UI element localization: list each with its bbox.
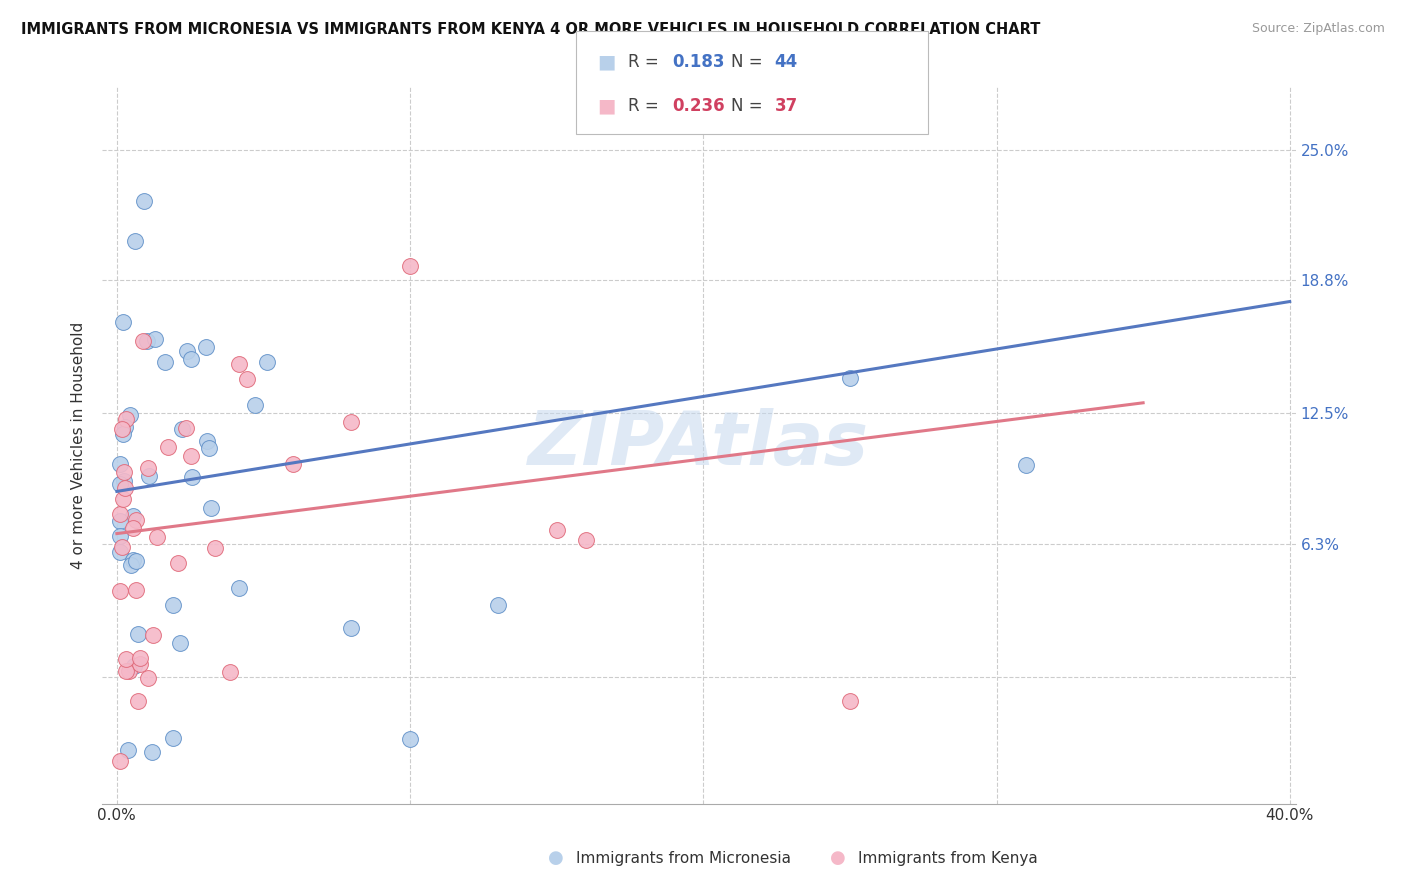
Point (153, 354, 176, 368)
Point (575, 533, 598, 547)
Point (124, 234, 146, 248)
Point (110, 477, 132, 491)
Point (486, 599, 509, 613)
Point (122, 659, 145, 673)
Point (115, 664, 138, 678)
Point (138, 469, 160, 483)
Point (136, 461, 159, 475)
Point (108, 507, 131, 521)
Text: R =: R = (628, 53, 665, 70)
Point (838, 371, 860, 385)
Text: 0.183: 0.183 (672, 53, 724, 70)
Point (127, 694, 149, 708)
Point (180, 449, 202, 463)
Point (399, 731, 422, 746)
Point (162, 598, 184, 612)
Point (108, 529, 131, 543)
Point (114, 420, 136, 434)
Point (1015, 458, 1038, 472)
Point (132, 334, 155, 348)
Point (340, 415, 363, 429)
Text: N =: N = (731, 97, 768, 115)
Point (197, 441, 219, 455)
Text: 37: 37 (775, 97, 799, 115)
Point (180, 470, 202, 484)
Point (157, 441, 180, 455)
Text: ●: ● (548, 849, 564, 867)
Point (108, 755, 131, 769)
Point (114, 412, 136, 426)
Text: ■: ■ (598, 96, 616, 115)
Point (124, 554, 146, 568)
Point (111, 422, 134, 436)
Point (122, 508, 145, 523)
Point (136, 671, 159, 685)
Point (172, 422, 194, 436)
Point (120, 408, 142, 422)
Point (228, 357, 250, 371)
Text: 0.236: 0.236 (672, 97, 724, 115)
Text: Immigrants from Kenya: Immigrants from Kenya (858, 851, 1038, 865)
Point (340, 621, 363, 635)
Point (180, 352, 202, 367)
Point (195, 434, 218, 449)
Point (132, 194, 155, 208)
Point (108, 545, 131, 559)
Point (112, 466, 135, 480)
Point (167, 556, 190, 570)
Point (162, 731, 184, 745)
Point (146, 530, 169, 544)
Point (129, 657, 152, 672)
Point (120, 558, 142, 573)
Point (204, 541, 226, 556)
Point (108, 514, 131, 528)
Point (115, 651, 138, 665)
Point (111, 314, 134, 328)
Point (142, 628, 165, 642)
Point (245, 398, 267, 412)
Point (112, 474, 135, 488)
Text: IMMIGRANTS FROM MICRONESIA VS IMMIGRANTS FROM KENYA 4 OR MORE VEHICLES IN HOUSEH: IMMIGRANTS FROM MICRONESIA VS IMMIGRANTS… (21, 22, 1040, 37)
Point (117, 743, 139, 757)
Point (838, 693, 860, 707)
Point (127, 627, 149, 641)
Text: R =: R = (628, 97, 665, 115)
Point (108, 584, 131, 599)
Point (125, 583, 148, 598)
Point (176, 343, 198, 358)
Text: N =: N = (731, 53, 768, 70)
Point (111, 541, 134, 555)
Point (121, 521, 143, 535)
Point (236, 372, 259, 386)
Point (108, 458, 131, 472)
Text: ●: ● (830, 849, 845, 867)
Point (228, 582, 250, 596)
Point (141, 745, 163, 759)
Point (174, 421, 197, 435)
Text: Source: ZipAtlas.com: Source: ZipAtlas.com (1251, 22, 1385, 36)
Text: ■: ■ (598, 53, 616, 71)
Point (195, 340, 218, 354)
Text: ZIPAtlas: ZIPAtlas (529, 409, 869, 482)
Point (143, 332, 166, 346)
Y-axis label: 4 or more Vehicles in Household: 4 or more Vehicles in Household (72, 321, 86, 568)
Point (114, 481, 136, 495)
Point (546, 523, 568, 537)
Point (125, 513, 148, 527)
Point (169, 636, 191, 650)
Point (136, 334, 159, 348)
Point (111, 427, 134, 442)
Text: 44: 44 (775, 53, 799, 70)
Point (118, 664, 141, 678)
Point (122, 553, 145, 567)
Point (575, 100, 598, 114)
Point (399, 260, 422, 274)
Point (111, 492, 134, 507)
Point (281, 458, 304, 472)
Point (219, 665, 242, 679)
Point (256, 354, 278, 368)
Point (200, 500, 222, 515)
Point (129, 650, 152, 665)
Text: Immigrants from Micronesia: Immigrants from Micronesia (576, 851, 792, 865)
